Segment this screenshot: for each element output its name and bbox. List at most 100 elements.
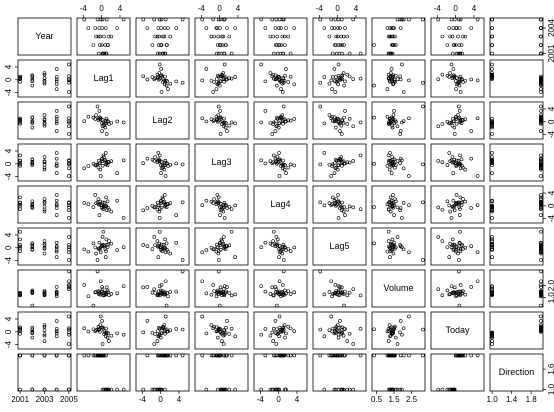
point	[452, 73, 456, 78]
point	[18, 329, 22, 333]
point	[162, 163, 167, 168]
point	[286, 80, 291, 84]
point	[270, 330, 275, 335]
point	[275, 123, 280, 128]
point	[281, 327, 286, 332]
point	[102, 332, 106, 336]
point	[281, 104, 286, 109]
point	[283, 335, 287, 340]
point	[219, 237, 224, 242]
point	[398, 74, 402, 79]
point	[211, 353, 216, 358]
point	[288, 292, 293, 296]
point	[401, 17, 406, 22]
y-tick-label: 4	[4, 148, 13, 153]
point	[457, 303, 462, 308]
point	[93, 26, 98, 30]
point	[30, 327, 35, 332]
point	[539, 153, 543, 158]
point	[274, 387, 279, 392]
point	[218, 213, 222, 217]
point	[393, 199, 398, 204]
point	[95, 353, 100, 358]
point	[451, 387, 456, 392]
point	[212, 197, 216, 201]
point	[277, 292, 281, 297]
point	[54, 82, 59, 87]
point	[30, 121, 35, 125]
point	[155, 293, 160, 298]
point	[401, 90, 406, 94]
point	[490, 241, 494, 246]
point	[86, 249, 91, 254]
point	[180, 200, 185, 205]
point	[490, 203, 494, 208]
point	[284, 171, 288, 175]
panel-frame	[17, 269, 72, 308]
point	[227, 123, 232, 128]
point	[490, 72, 494, 77]
point	[391, 193, 395, 197]
panel-frame	[371, 353, 426, 392]
point	[336, 335, 341, 340]
panel-frame	[430, 227, 485, 266]
point	[42, 239, 47, 243]
point	[339, 208, 344, 213]
point	[67, 80, 71, 85]
point	[490, 235, 494, 239]
point	[67, 78, 71, 83]
point	[281, 80, 286, 85]
point	[458, 166, 463, 171]
point	[218, 330, 223, 335]
point	[440, 160, 445, 164]
point	[358, 207, 363, 211]
point	[337, 51, 342, 56]
point	[387, 34, 391, 39]
point	[30, 79, 35, 83]
point	[152, 17, 157, 22]
point	[392, 213, 396, 217]
point	[390, 43, 395, 47]
point	[163, 51, 168, 56]
point	[156, 329, 160, 333]
point	[98, 174, 103, 178]
point	[259, 332, 264, 337]
point	[18, 76, 22, 80]
point	[107, 293, 111, 298]
point	[165, 291, 169, 295]
point	[330, 26, 334, 30]
point	[454, 163, 459, 168]
point	[214, 202, 219, 206]
point	[99, 121, 104, 125]
point	[216, 17, 221, 22]
point	[277, 353, 282, 358]
point	[539, 34, 543, 39]
y-tick-label: 0	[547, 119, 554, 124]
point	[448, 120, 452, 125]
point	[539, 87, 543, 91]
point	[392, 43, 397, 47]
point	[389, 67, 394, 71]
point	[86, 114, 91, 119]
point	[332, 67, 337, 71]
point	[339, 17, 344, 22]
point	[275, 83, 279, 88]
point	[539, 269, 543, 274]
point	[539, 80, 543, 85]
point	[100, 319, 104, 323]
point	[490, 292, 494, 297]
point	[105, 245, 110, 249]
y-tick-label: -4	[547, 130, 554, 138]
point	[343, 289, 347, 294]
point	[451, 291, 456, 296]
point	[159, 171, 163, 175]
point	[322, 75, 327, 79]
point	[161, 51, 166, 56]
point	[276, 247, 281, 251]
point	[393, 165, 397, 170]
point	[372, 327, 376, 332]
point	[67, 314, 71, 319]
point	[259, 120, 264, 125]
point	[458, 90, 463, 94]
point	[259, 62, 264, 67]
